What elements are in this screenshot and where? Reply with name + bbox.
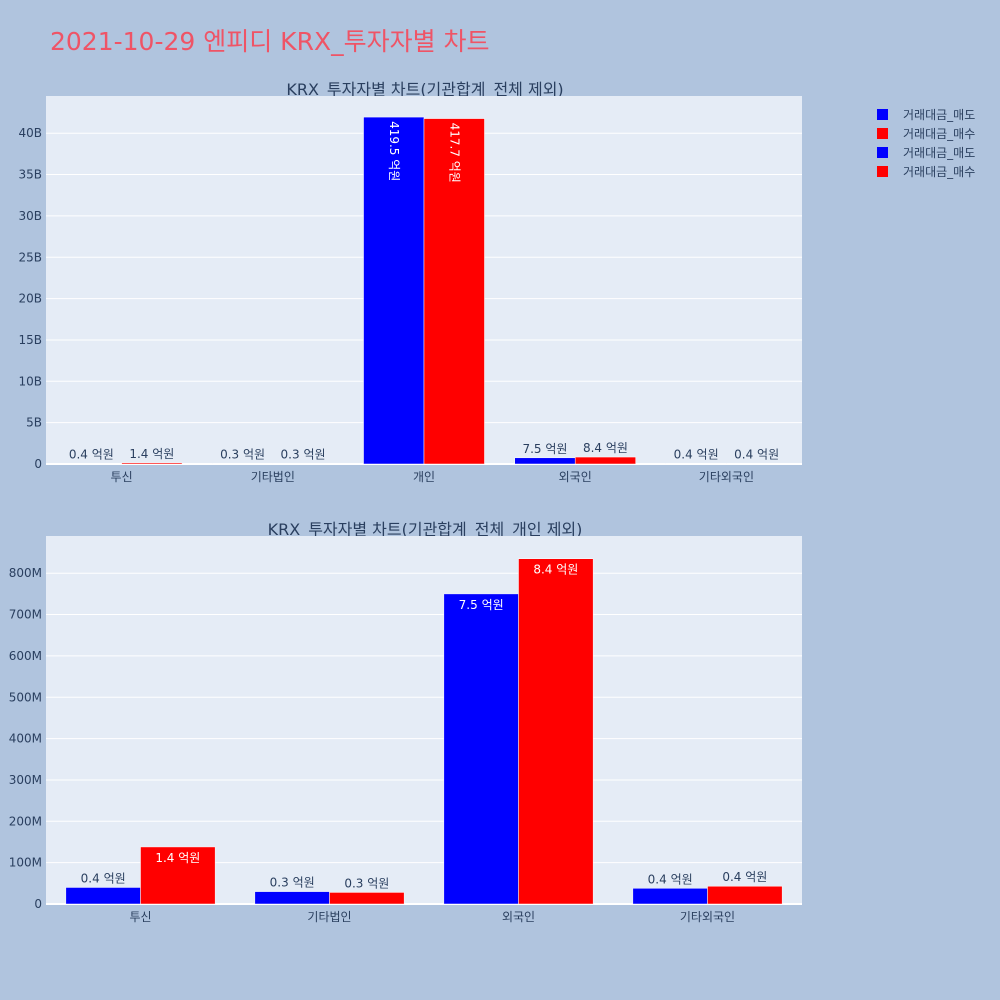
x-tick-label: 개인: [413, 470, 435, 484]
x-tick-label: 기타법인: [251, 470, 295, 484]
bar[interactable]: [65, 887, 141, 905]
bar[interactable]: [665, 463, 727, 465]
chart-main-title: 2021-10-29 엔피디 KRX_투자자별 차트: [50, 27, 490, 56]
bar-data-label: 0.4 억원: [722, 870, 767, 884]
bar-data-label: 0.3 억원: [344, 876, 389, 890]
bar[interactable]: [140, 846, 216, 905]
bar-data-label: 1.4 억원: [155, 851, 200, 865]
bar[interactable]: [329, 892, 405, 905]
bar-data-label: 1.4 억원: [129, 447, 174, 461]
x-tick-label: 외국인: [502, 910, 535, 924]
bar[interactable]: [514, 457, 576, 465]
plot-area: [46, 536, 802, 904]
y-tick-label: 5B: [26, 416, 42, 430]
bar-data-label: 0.3 억원: [281, 448, 326, 462]
y-tick-label: 400M: [9, 732, 42, 746]
y-tick-label: 30B: [18, 209, 42, 223]
legend-swatch: [877, 128, 888, 139]
legend-entry-label: 거래대금_매수: [903, 165, 975, 179]
bar-data-label: 0.4 억원: [674, 448, 719, 462]
legend-entry-label: 거래대금_매도: [903, 146, 975, 160]
bar-data-label: 0.4 억원: [734, 448, 779, 462]
legend-swatch: [877, 109, 888, 120]
bar[interactable]: [518, 558, 594, 905]
bar[interactable]: [272, 463, 334, 465]
y-tick-label: 15B: [18, 333, 42, 347]
x-tick-label: 기타법인: [307, 910, 351, 924]
y-tick-label: 35B: [18, 168, 42, 182]
bar[interactable]: [423, 118, 485, 465]
bar[interactable]: [707, 885, 783, 905]
bar-data-label: 0.4 억원: [69, 448, 114, 462]
bar[interactable]: [363, 116, 425, 465]
bar-data-label: 8.4 억원: [583, 441, 628, 455]
bar[interactable]: [254, 891, 330, 905]
bar[interactable]: [574, 456, 636, 465]
bar-data-label: 417.7 억원: [447, 123, 461, 183]
y-tick-label: 700M: [9, 608, 42, 622]
y-tick-label: 25B: [18, 250, 42, 264]
y-tick-label: 500M: [9, 690, 42, 704]
y-tick-label: 300M: [9, 773, 42, 787]
bar-data-label: 7.5 억원: [459, 598, 504, 612]
bar[interactable]: [212, 463, 274, 465]
y-tick-label: 0: [34, 457, 42, 471]
bar[interactable]: [121, 462, 183, 465]
chart-bottom: KRX_투자자별 차트(기관합계_전체_개인 제외) 0 100M 200M 300M…: [9, 520, 802, 924]
legend-entry-label: 거래대금_매도: [903, 108, 975, 122]
bar-data-label: 8.4 억원: [533, 563, 578, 577]
chart-top: KRX_투자자별 차트(기관합계_전체 제외) 0 5B 10B 15B 20B 25B 3…: [18, 80, 802, 484]
y-tick-label: 20B: [18, 292, 42, 306]
bar[interactable]: [632, 888, 708, 905]
x-tick-label: 기타외국인: [699, 470, 754, 484]
y-tick-label: 600M: [9, 649, 42, 663]
y-tick-label: 800M: [9, 566, 42, 580]
legend-swatch: [877, 166, 888, 177]
y-tick-label: 100M: [9, 856, 42, 870]
legend-entry-label: 거래대금_매수: [903, 127, 975, 141]
bar-data-label: 0.4 억원: [81, 871, 126, 885]
bar-data-label: 0.4 억원: [648, 872, 693, 886]
bar[interactable]: [443, 593, 519, 905]
legend-swatch: [877, 147, 888, 158]
y-tick-label: 10B: [18, 374, 42, 388]
bar[interactable]: [726, 463, 788, 465]
chart-bottom-title: KRX_투자자별 차트(기관합계_전체_개인 제외): [268, 520, 583, 540]
y-tick-label: 0: [34, 897, 42, 911]
x-tick-label: 기타외국인: [680, 910, 735, 924]
bar-data-label: 0.3 억원: [270, 876, 315, 890]
bar-data-label: 7.5 억원: [522, 442, 567, 456]
y-tick-label: 200M: [9, 814, 42, 828]
bar-data-label: 0.3 억원: [220, 448, 265, 462]
y-tick-label: 40B: [18, 126, 42, 140]
x-tick-label: 투신: [111, 470, 133, 484]
chart-top-title: KRX_투자자별 차트(기관합계_전체 제외): [286, 80, 563, 100]
bar-data-label: 419.5 억원: [387, 121, 401, 181]
bar[interactable]: [60, 463, 122, 465]
x-tick-label: 투신: [129, 910, 151, 924]
x-tick-label: 외국인: [559, 470, 592, 484]
